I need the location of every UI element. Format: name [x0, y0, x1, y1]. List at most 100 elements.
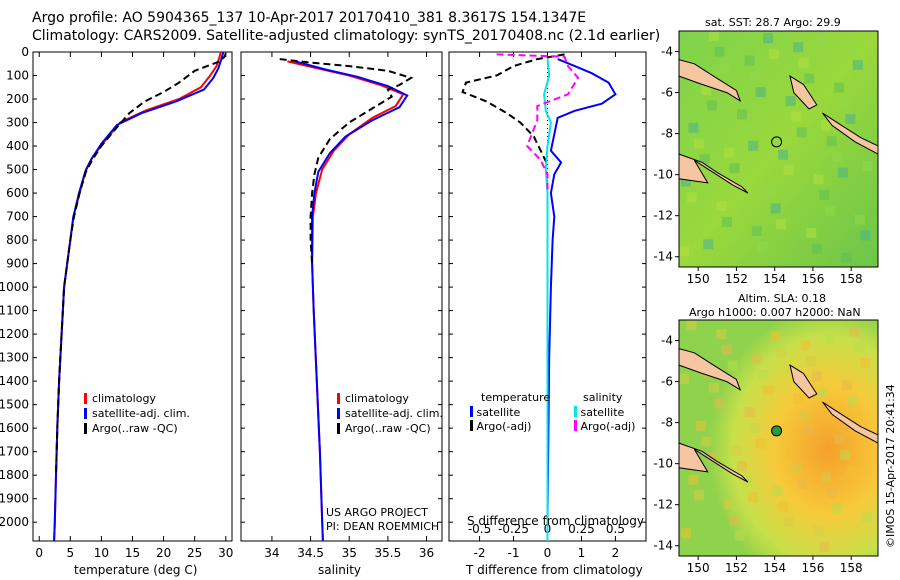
- map-texture-cell: [748, 140, 759, 151]
- map-texture-cell: [860, 358, 871, 369]
- map-texture-cell: [716, 201, 727, 212]
- y-tick-label: 600: [6, 186, 29, 200]
- sla-map-subtitle: Argo h1000: 0.007 h2000: NaN: [689, 306, 861, 319]
- map-frame: [678, 30, 879, 268]
- map-texture-cell: [852, 411, 863, 422]
- map-texture-cell: [755, 438, 766, 449]
- map-texture-cell: [731, 445, 742, 456]
- legend-label: climatology: [345, 392, 409, 405]
- map-texture-cell: [862, 160, 873, 171]
- map-texture-cell: [824, 333, 835, 344]
- map-texture-cell: [737, 109, 747, 120]
- land-polygon: [678, 59, 742, 102]
- temperature-xlabel: temperature (deg C): [74, 563, 198, 577]
- map-texture-cell: [819, 190, 830, 200]
- map-texture-cell: [839, 449, 850, 460]
- map-texture-cell: [785, 447, 796, 458]
- map-texture-cell: [751, 225, 762, 236]
- map-texture-cell: [796, 127, 807, 138]
- map-texture-cell: [785, 96, 796, 106]
- diff-legend-sal-argo: Argo(-adj): [574, 420, 635, 433]
- map-texture-cell: [729, 163, 740, 174]
- land-polygon: [678, 153, 749, 194]
- map-texture-cell: [783, 517, 794, 528]
- map-texture-cell: [852, 60, 863, 71]
- map-texture-cell: [708, 31, 719, 41]
- map-y-tick-label: -6: [661, 375, 673, 389]
- x-tick-label: 1: [578, 546, 586, 560]
- top-tick-label: 0.5: [606, 522, 625, 536]
- y-tick-label: 1600: [0, 421, 29, 435]
- legend-swatch: [337, 423, 340, 434]
- x-tick-label: -1: [508, 546, 520, 560]
- map-texture-cell: [791, 463, 802, 474]
- map-texture-cell: [757, 369, 768, 380]
- y-tick-label: 1300: [0, 351, 29, 365]
- map-texture-cell: [768, 48, 779, 59]
- map-y-tick-label: -8: [661, 416, 673, 430]
- map-texture-cell: [832, 152, 843, 162]
- project-credit-line1: US ARGO PROJECT: [326, 506, 428, 519]
- map-texture-cell: [778, 501, 789, 512]
- x-tick-label: 36: [419, 546, 434, 560]
- map-texture-cell: [701, 436, 712, 447]
- map-texture-cell: [834, 434, 845, 445]
- map-texture-cell: [679, 373, 689, 384]
- map-x-tick-label: 158: [840, 561, 863, 575]
- y-tick-label: 2000: [0, 515, 29, 529]
- map-texture-cell: [742, 125, 753, 136]
- map-x-tick-label: 152: [725, 561, 748, 575]
- map-texture-cell: [832, 503, 843, 514]
- map-texture-cell: [817, 387, 828, 398]
- map-field: [679, 31, 878, 267]
- map-texture-cell: [824, 205, 835, 216]
- map-texture-cell: [811, 243, 822, 254]
- x-tick-label: 20: [156, 546, 171, 560]
- series-line-2: [279, 58, 414, 264]
- map-texture-cell: [755, 87, 766, 97]
- map-texture-cell: [796, 479, 807, 489]
- legend-swatch: [84, 408, 87, 419]
- map-texture-cell: [813, 526, 824, 537]
- map-texture-cell: [699, 154, 710, 165]
- map-texture-cell: [783, 165, 794, 176]
- map-texture-cell: [708, 382, 719, 393]
- map-texture-cell: [813, 174, 824, 185]
- map-y-tick-label: -4: [661, 45, 673, 59]
- map-y-tick-label: -14: [653, 539, 673, 553]
- map-texture-cell: [834, 82, 845, 93]
- legend-swatch: [470, 420, 473, 431]
- map-texture-cell: [765, 187, 775, 198]
- x-tick-label: 34: [264, 546, 279, 560]
- map-texture-cell: [735, 178, 746, 189]
- map-texture-cell: [839, 98, 850, 109]
- y-tick-label: 500: [6, 163, 29, 177]
- map-texture-cell: [793, 42, 804, 53]
- map-texture-cell: [679, 246, 689, 256]
- map-texture-cell: [849, 326, 860, 337]
- map-y-tick-label: -12: [653, 209, 673, 223]
- map-texture-cell: [845, 113, 856, 124]
- imos-credit: ©IMOS 15-Apr-2017 20:41:34: [884, 384, 897, 548]
- map-texture-cell: [744, 55, 755, 66]
- map-texture-cell: [716, 329, 727, 339]
- map-y-tick-label: -12: [653, 498, 673, 512]
- y-tick-label: 1900: [0, 492, 29, 506]
- map-texture-cell: [798, 409, 809, 420]
- map-texture-cell: [793, 393, 804, 404]
- diff-legend-salinity-title: salinity: [583, 391, 623, 404]
- y-tick-label: 700: [6, 210, 29, 224]
- x-tick-label: -2: [474, 546, 486, 560]
- map-texture-cell: [703, 239, 714, 250]
- legend-swatch: [84, 393, 87, 404]
- map-texture-cell: [763, 385, 774, 395]
- map-texture-cell: [729, 514, 740, 525]
- map-texture-cell: [838, 167, 848, 178]
- map-texture-cell: [727, 360, 738, 371]
- map-texture-cell: [806, 228, 817, 239]
- salinity-xlabel: salinity: [318, 563, 362, 577]
- map-texture-cell: [737, 461, 747, 472]
- diff-legend-temp-argo: Argo(-adj): [470, 420, 531, 433]
- y-tick-label: 400: [6, 139, 29, 153]
- map-texture-cell: [763, 33, 774, 44]
